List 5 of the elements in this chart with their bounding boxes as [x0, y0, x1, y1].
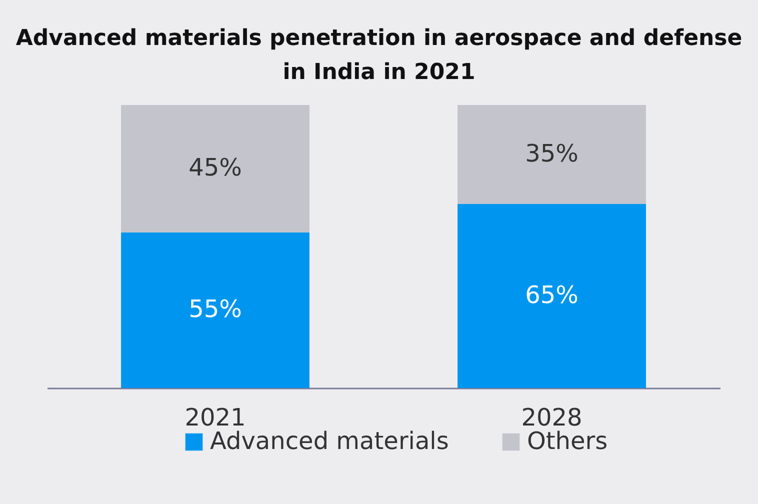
chart-title: Advanced materials penetration in aerospace and defense in India in 2021: [14, 25, 744, 87]
data-label: 45%: [188, 154, 242, 182]
data-label: 55%: [188, 295, 242, 324]
data-label: 65%: [525, 281, 578, 310]
data-label: 35%: [525, 140, 578, 168]
